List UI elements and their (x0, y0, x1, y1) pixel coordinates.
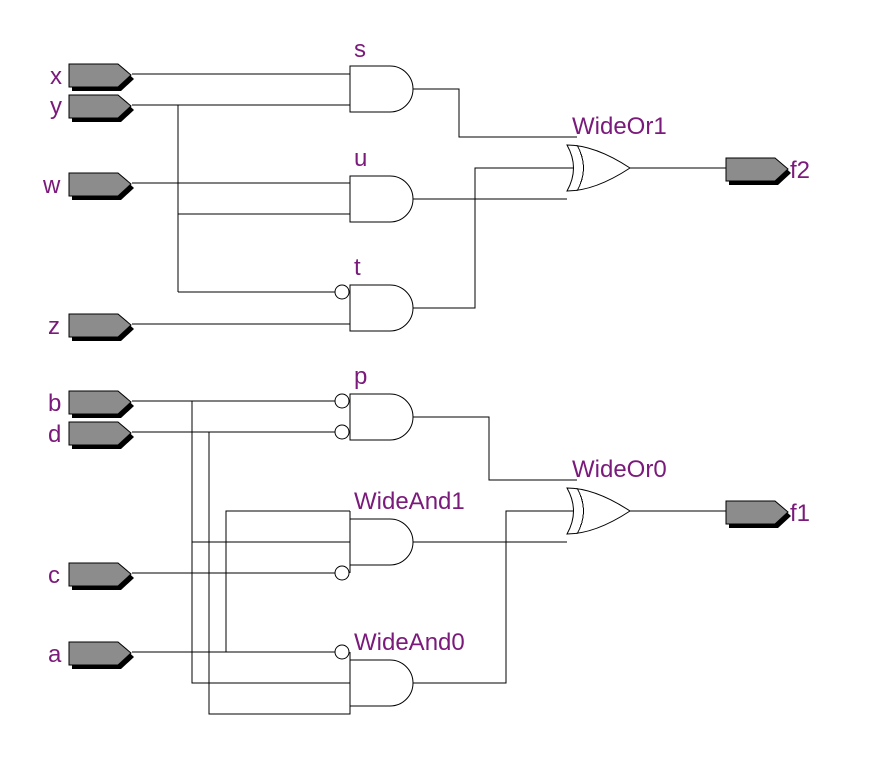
output-port-f1 (725, 500, 791, 528)
input-port-z (68, 313, 134, 341)
input-label-w: w (42, 172, 61, 199)
gate-label-wideor0: WideOr0 (572, 456, 667, 483)
gate-label-u: u (354, 145, 367, 172)
input-port-c (68, 562, 134, 590)
and-gate-wideand1 (349, 518, 414, 566)
wire-b-bus (191, 401, 350, 684)
wires-lower (132, 400, 726, 715)
gate-label-s: s (354, 36, 366, 63)
wire-p-to-wideor0 (413, 416, 577, 481)
inverter-bubble-t-y (334, 284, 350, 300)
input-port-y (68, 94, 134, 122)
or-gate-wideor1 (566, 144, 631, 192)
input-label-a: a (48, 641, 62, 668)
gate-label-p: p (354, 363, 367, 390)
gate-label-wideand1: WideAnd1 (354, 488, 465, 515)
wires-upper (132, 73, 726, 325)
input-port-b (68, 390, 134, 418)
gate-label-wideor1: WideOr1 (572, 113, 667, 140)
and-gate-s (349, 65, 414, 113)
and-gate-t (349, 284, 414, 332)
and-gate-wideand0 (349, 659, 414, 707)
wire-s-to-wideor1 (413, 88, 577, 138)
input-port-a (68, 641, 134, 669)
input-label-d: d (48, 421, 61, 448)
input-port-x (68, 63, 134, 91)
output-label-f1: f1 (790, 500, 810, 527)
labels: x y w z b d c a f2 f1 s u t WideOr1 p Wi… (42, 36, 810, 668)
inverter-bubble-wideand0-a (334, 644, 350, 660)
inverter-bubble-p-d (334, 424, 350, 440)
gate-label-t: t (354, 254, 361, 281)
input-label-c: c (48, 562, 60, 589)
inverter-bubble-wideand1-c (334, 565, 350, 581)
input-port-d (68, 421, 134, 449)
output-port-f2 (725, 157, 791, 185)
inverter-bubble-p-b (334, 393, 350, 409)
input-label-z: z (48, 313, 60, 340)
output-label-f2: f2 (790, 157, 810, 184)
gate-label-wideand0: WideAnd0 (354, 629, 465, 656)
output-ports (725, 157, 791, 528)
wire-a-bus (225, 510, 350, 652)
input-label-b: b (48, 390, 61, 417)
wire-wideand0-to-wideor0 (413, 510, 577, 684)
input-ports (68, 63, 134, 669)
input-label-x: x (50, 63, 62, 90)
and-gate-u (349, 175, 414, 223)
input-port-w (68, 172, 134, 200)
wire-t-to-wideor1 (413, 167, 577, 309)
or-gate-wideor0 (566, 487, 631, 535)
and-gate-p (349, 393, 414, 441)
input-label-y: y (50, 93, 62, 120)
